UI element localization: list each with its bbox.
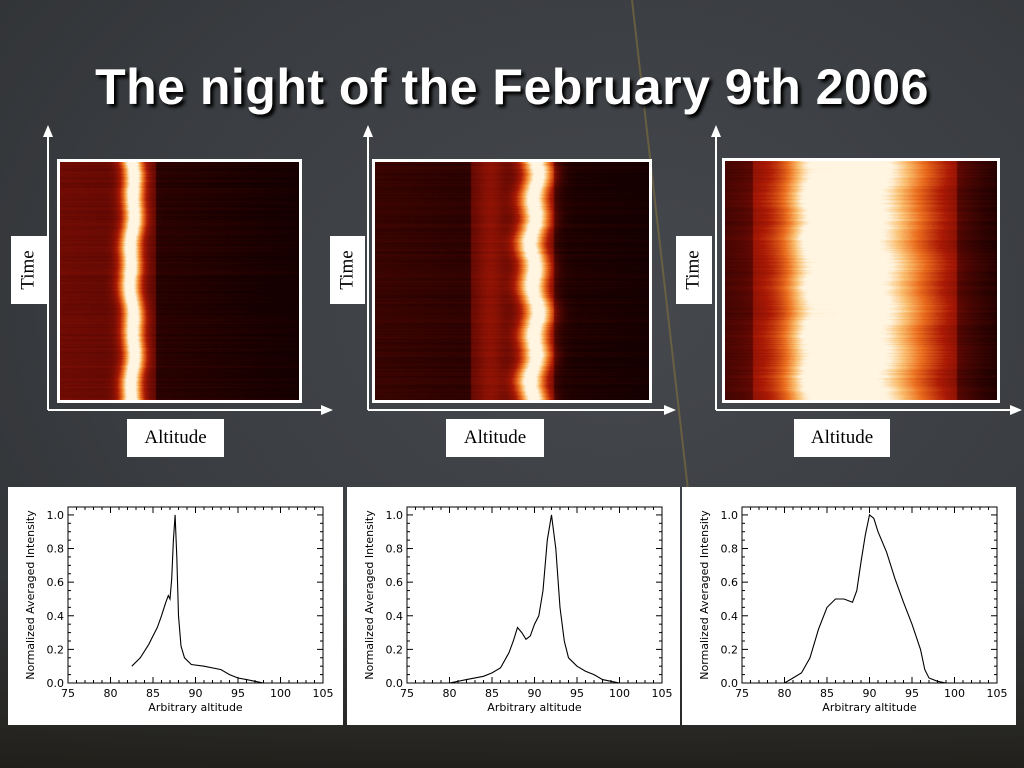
altitude-label-1: Altitude	[127, 419, 224, 457]
y-tick-label: 0.4	[721, 610, 739, 623]
x-tick-label: 90	[528, 687, 542, 700]
time-label-1: Time	[11, 236, 47, 304]
altitude-label-2: Altitude	[446, 419, 544, 457]
x-tick-label: 100	[270, 687, 291, 700]
y-axis-title: Normalized Averaged Intensity	[24, 510, 37, 680]
x-tick-label: 105	[987, 687, 1008, 700]
y-tick-label: 0.2	[721, 643, 739, 656]
y-axis-title: Normalized Averaged Intensity	[363, 510, 376, 680]
x-axis-title: Arbitrary altitude	[148, 701, 243, 714]
x-tick-label: 80	[778, 687, 792, 700]
x-tick-label: 105	[652, 687, 673, 700]
x-tick-label: 95	[570, 687, 584, 700]
x-axis-title: Arbitrary altitude	[487, 701, 582, 714]
y-tick-label: 0.8	[386, 543, 404, 556]
y-tick-label: 0.8	[721, 543, 739, 556]
y-tick-label: 1.0	[47, 509, 65, 522]
y-tick-label: 0.4	[47, 610, 65, 623]
slide-title: The night of the February 9th 2006	[95, 59, 929, 115]
x-tick-label: 75	[735, 687, 749, 700]
y-tick-label: 0.4	[386, 610, 404, 623]
y-tick-label: 0.0	[386, 677, 404, 690]
heatmap-image-2	[372, 159, 652, 403]
intensity-plot-3-svg: 75 80 85 90 95 100 105 0.0 0.2 0.4 0.6 0.8 1.0 Arbitr…	[698, 506, 1008, 714]
x-tick-label: 85	[485, 687, 499, 700]
intensity-series-line	[131, 514, 264, 684]
intensity-plot-2: 75 80 85 90 95 100 105 0.0 0.2 0.4 0.6 0.8 1.0 Arbitr…	[347, 487, 680, 725]
x-tick-label: 80	[104, 687, 118, 700]
y-tick-label: 0.0	[47, 677, 65, 690]
time-label-3: Time	[676, 236, 712, 304]
x-tick-label: 85	[820, 687, 834, 700]
heatmap-image-1	[57, 159, 302, 403]
plot-frame	[67, 506, 324, 684]
altitude-label-3: Altitude	[794, 419, 890, 457]
y-tick-label: 0.0	[721, 677, 739, 690]
x-tick-label: 100	[609, 687, 630, 700]
x-axis-title: Arbitrary altitude	[822, 701, 917, 714]
x-tick-label: 80	[443, 687, 457, 700]
y-tick-label: 0.8	[47, 543, 65, 556]
plot-frame	[406, 506, 663, 684]
x-tick-label: 75	[400, 687, 414, 700]
y-tick-label: 0.2	[386, 643, 404, 656]
y-tick-label: 1.0	[386, 509, 404, 522]
intensity-plot-1-svg: 75 80 85 90 95 100 105 0.0 0.2 0.4 0.6 0.8 1.0 Arbitr…	[24, 506, 334, 714]
intensity-series-line	[449, 514, 620, 684]
x-tick-label: 90	[863, 687, 877, 700]
time-label-2: Time	[330, 236, 365, 304]
y-tick-label: 0.6	[721, 576, 739, 589]
y-tick-label: 0.2	[47, 643, 65, 656]
intensity-plot-2-svg: 75 80 85 90 95 100 105 0.0 0.2 0.4 0.6 0.8 1.0 Arbitr…	[363, 506, 673, 714]
y-tick-label: 1.0	[721, 509, 739, 522]
x-tick-label: 100	[944, 687, 965, 700]
heatmap-image-3	[722, 158, 1000, 403]
x-tick-label: 90	[189, 687, 203, 700]
x-tick-label: 95	[231, 687, 245, 700]
x-tick-label: 85	[146, 687, 160, 700]
plot-frame	[741, 506, 998, 684]
intensity-series-line	[784, 513, 955, 684]
y-axis-title: Normalized Averaged Intensity	[698, 510, 711, 680]
intensity-plot-3: 75 80 85 90 95 100 105 0.0 0.2 0.4 0.6 0.8 1.0 Arbitr…	[682, 487, 1016, 725]
x-tick-label: 105	[313, 687, 334, 700]
x-tick-label: 75	[61, 687, 75, 700]
y-tick-label: 0.6	[386, 576, 404, 589]
x-tick-label: 95	[905, 687, 919, 700]
y-tick-label: 0.6	[47, 576, 65, 589]
intensity-plot-1: 75 80 85 90 95 100 105 0.0 0.2 0.4 0.6 0.8 1.0 Arbitr…	[8, 487, 343, 725]
